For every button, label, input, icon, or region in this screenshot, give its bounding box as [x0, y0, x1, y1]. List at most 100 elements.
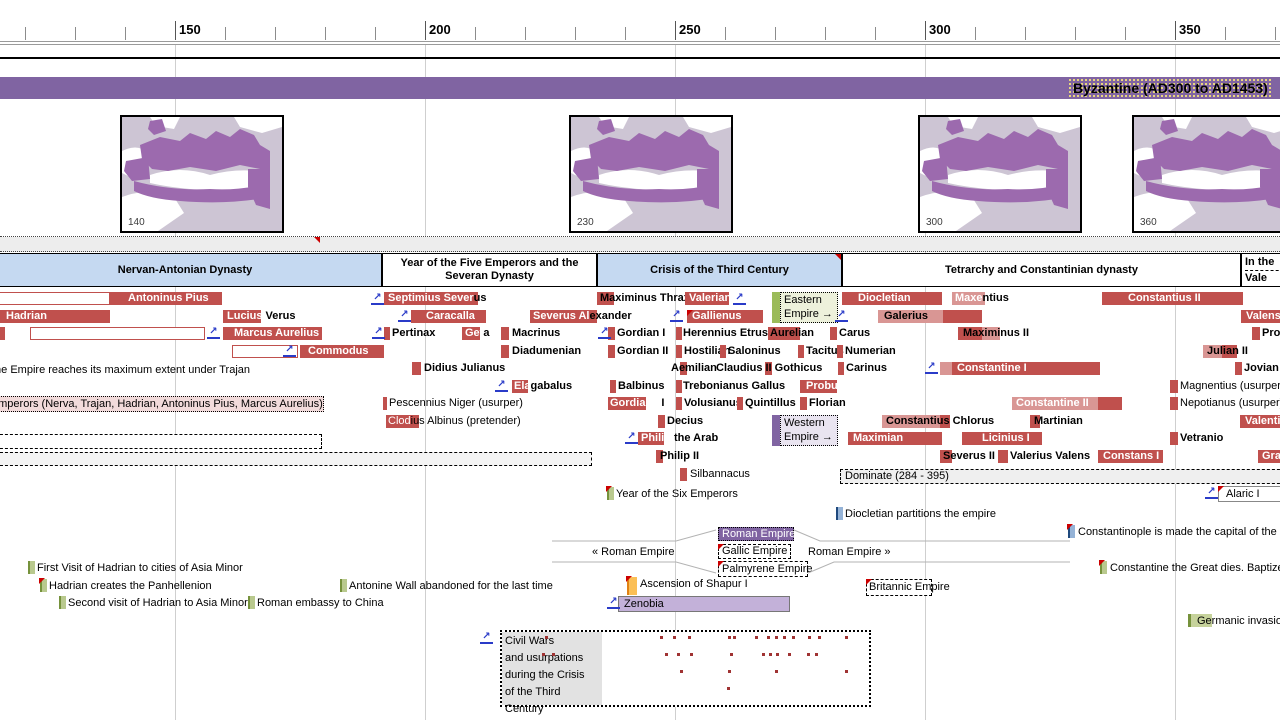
quintillus-label: Quintillus — [745, 397, 796, 410]
diadumenian-label-text: Diadumenian — [512, 345, 582, 357]
commodus-link[interactable]: ↗ — [283, 345, 296, 357]
decius-label-text: Decius — [667, 415, 704, 427]
usurpation-dot — [673, 636, 676, 639]
section-valentinian: In the Vale — [1241, 253, 1280, 287]
byzantine-label[interactable]: Byzantine (AD300 to AD1453) — [1068, 78, 1273, 98]
ruler-minor-tick — [325, 27, 326, 40]
constantine-i-label: Constantine I — [957, 362, 1027, 375]
claudius-ii-gothicus-label: Claudius II Gothicus — [716, 362, 822, 375]
constantine-ii-label: Constantine II — [1016, 397, 1089, 410]
commodus-bar — [300, 345, 384, 358]
marcus-aurelius-label-text: Marcus Aurelius — [234, 327, 320, 339]
antoninus-pius-bar — [110, 292, 222, 305]
ruler-minor-tick — [475, 27, 476, 40]
licinius-i-bar — [962, 432, 1042, 445]
jovian-label: Jovian — [1244, 362, 1279, 375]
nepotianus-bar — [1170, 397, 1178, 410]
elagabalus-link[interactable]: ↗ — [495, 380, 508, 392]
clodius-albinus-bar — [386, 415, 419, 428]
magnentius-label: Magnentius (usurper) — [1180, 380, 1280, 393]
gordian-i-link[interactable]: ↗ — [598, 327, 611, 339]
pescennius-niger-label: Pescennius Niger (usurper) — [389, 397, 523, 410]
hadrian-panhellenion-label[interactable]: Hadrian creates the Panhellenion — [49, 580, 212, 592]
carus-label: Carus — [839, 327, 870, 340]
gallienus-link[interactable]: ↗ — [670, 310, 683, 322]
valentinian-i-label: Valentinian I — [1245, 415, 1280, 428]
section-crisis-link-marker[interactable] — [835, 254, 841, 260]
britannic-empire[interactable]: Britannic Empire — [866, 579, 950, 596]
alaric-link[interactable]: ↗ — [1205, 487, 1218, 499]
maximinus-thrax-label: Maximinus Thrax — [600, 292, 690, 305]
procopius-bar — [1252, 327, 1260, 340]
ascension-shapur-marker[interactable] — [627, 577, 637, 595]
alaric-i[interactable]: Alaric I — [1218, 486, 1280, 502]
year-six-emperors-marker[interactable] — [607, 487, 614, 500]
caracalla-link[interactable]: ↗ — [398, 310, 411, 322]
zenobia-link[interactable]: ↗ — [607, 597, 620, 609]
constantine-i-link[interactable]: ↗ — [925, 362, 938, 374]
marcus-aurelius-link[interactable]: ↗ — [207, 327, 220, 339]
constantine-dies-link-marker[interactable] — [1099, 560, 1105, 566]
valens-bar — [1241, 310, 1280, 323]
constantine-dies-label[interactable]: Constantine the Great dies. Baptized — [1110, 562, 1280, 574]
antonine-wall-marker — [340, 579, 347, 592]
dominate-period: Dominate (284 - 395) — [840, 469, 1280, 484]
licinius-i-label: Licinius I — [982, 432, 1030, 445]
constantine-ii-bar — [1012, 397, 1098, 410]
year-six-emperors-label[interactable]: Year of the Six Emperors — [616, 488, 738, 500]
max-extent-note: the Empire reaches its maximum extent un… — [0, 364, 251, 376]
britannic-empire-link-marker[interactable] — [866, 579, 872, 585]
gridline — [175, 45, 176, 720]
clodius-albinus-label-text: Clod — [388, 415, 411, 427]
year-six-emperors-link-marker[interactable] — [606, 486, 612, 492]
alaric-i-link-marker[interactable] — [1218, 486, 1224, 492]
ruler-minor-tick — [1275, 27, 1276, 40]
volusianus-label: Volusianus — [684, 397, 742, 410]
separator-line — [0, 57, 1280, 59]
lucius-verus-label-text: Lucius — [227, 310, 263, 322]
zenobia[interactable]: Zenobia — [618, 596, 790, 612]
ruler-minor-tick — [775, 27, 776, 40]
valerian-link[interactable]: ↗ — [733, 293, 746, 305]
commodus-label: Commodus — [308, 345, 369, 358]
empire-map-graphic — [571, 117, 731, 231]
constantinople-capital-link-marker[interactable] — [1067, 524, 1073, 530]
didius-julianus-label-text: Didius Julianus — [424, 362, 506, 374]
gratian-label: Gratian — [1262, 450, 1280, 463]
septimius-severus-link[interactable]: ↗ — [371, 293, 384, 305]
map-section-link-marker[interactable] — [314, 237, 320, 243]
constantine-dies-marker[interactable] — [1100, 561, 1107, 574]
jovian-bar — [1235, 362, 1242, 375]
herennius-etruscus-label: Herennius Etruscus — [683, 327, 787, 340]
civil-wars-link[interactable]: ↗ — [480, 632, 493, 644]
pertinax-bar — [384, 327, 390, 340]
galerius-link[interactable]: ↗ — [835, 310, 848, 322]
palmyrene-empire-link-marker[interactable] — [718, 561, 724, 567]
roman-empire-period[interactable]: Roman Empire — [718, 527, 795, 541]
didius-julianus-label: Didius Julianus — [424, 362, 505, 375]
ruler-minor-tick — [125, 27, 126, 40]
gallic-empire-link-marker[interactable] — [718, 544, 724, 550]
licinius-i-label-text: Licinius I — [982, 432, 1030, 444]
map-thumbnail-360: 360 — [1132, 115, 1280, 233]
constantinople-capital-label[interactable]: Constantinople is made the capital of th… — [1078, 526, 1280, 538]
usurpation-dot — [727, 687, 730, 690]
nepotianus-label: Nepotianus (usurper) — [1180, 397, 1280, 410]
palmyrene-empire[interactable]: Palmyrene Empire — [718, 561, 812, 577]
byzantine-band — [0, 77, 1280, 99]
five-good-emperors[interactable]: Five Good Emperors (Nerva, Trajan, Hadri… — [0, 396, 324, 412]
procopius-label-text: Procopius — [1262, 327, 1280, 339]
claudius-ii-gothicus-bar — [765, 362, 772, 375]
pertinax-link[interactable]: ↗ — [372, 327, 385, 339]
ruler-border-line — [0, 41, 1280, 42]
hadrian-panhellenion-link-marker[interactable] — [39, 578, 45, 584]
hadrian-panhellenion-marker[interactable] — [40, 579, 47, 592]
ruler-minor-tick — [725, 27, 726, 40]
ascension-shapur-link-marker[interactable] — [626, 576, 632, 582]
gallic-empire[interactable]: Gallic Empire — [718, 544, 791, 559]
philip-the-arab-link[interactable]: ↗ — [625, 432, 638, 444]
gallienus-link-marker[interactable] — [687, 310, 693, 316]
severus-ii-bar — [940, 450, 952, 463]
ruler-minor-tick — [25, 27, 26, 40]
ascension-shapur-label[interactable]: Ascension of Shapur I — [640, 578, 748, 590]
